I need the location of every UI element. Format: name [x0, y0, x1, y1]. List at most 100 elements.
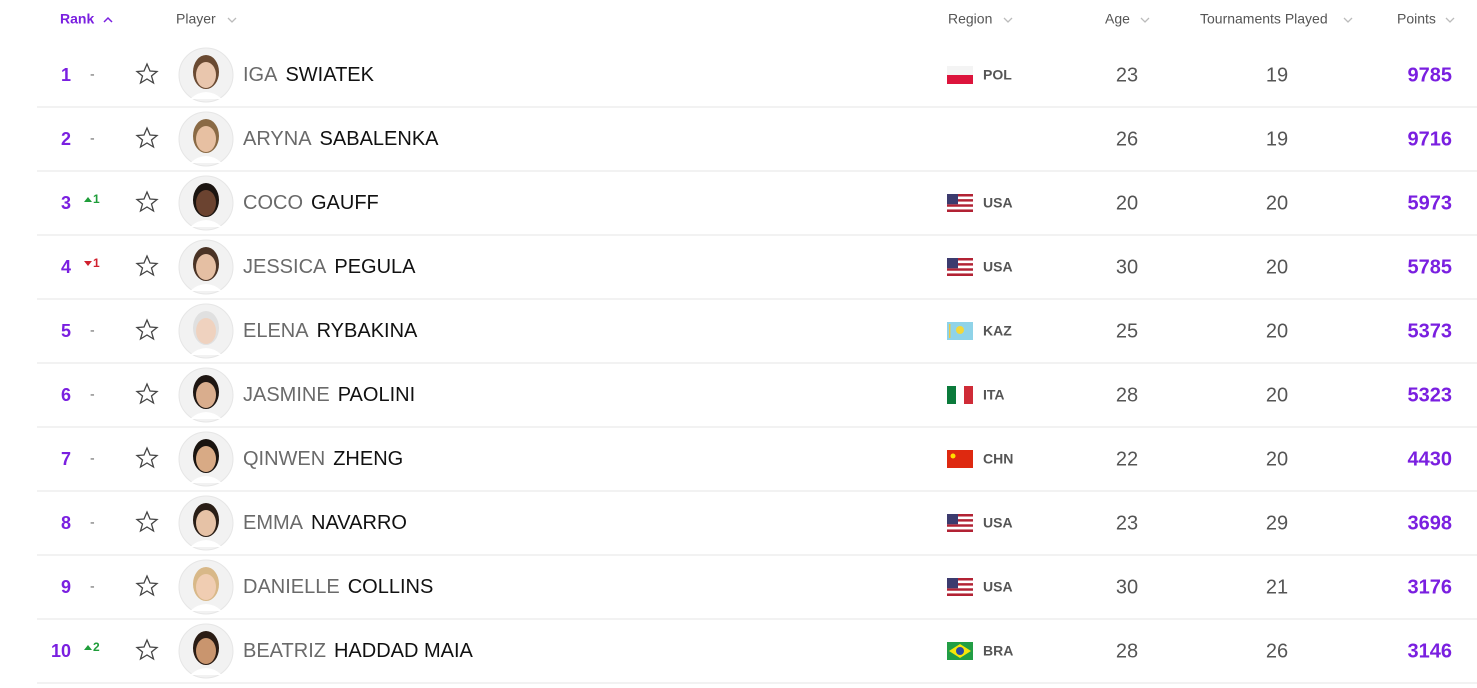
trend-icon: [84, 261, 92, 266]
rank: 9: [61, 577, 71, 597]
player-row: 4 1 JESSICA PEGULA USA 30 20 5785: [37, 239, 1477, 300]
player-row: 5 - ELENA RYBAKINA KAZ 25 20 5373: [37, 303, 1477, 364]
favorite-star[interactable]: [135, 574, 159, 597]
favorite-star[interactable]: [135, 318, 159, 341]
flag-part: [947, 450, 973, 468]
tournaments: 19: [1266, 128, 1288, 150]
rank-change: -: [90, 450, 95, 466]
first-name: EMMA: [243, 512, 304, 534]
age: 22: [1116, 448, 1138, 470]
avatar: [178, 431, 234, 487]
favorite-star[interactable]: [135, 62, 159, 85]
avatar: [178, 175, 234, 231]
player-row: 3 1 COCO GAUFF USA 20 20 5973: [37, 175, 1477, 236]
points: 9785: [1408, 64, 1453, 86]
header-points[interactable]: Points: [1397, 11, 1455, 27]
avatar: [178, 495, 234, 551]
avatar-shoulders: [190, 92, 222, 99]
header-tournaments[interactable]: Tournaments Played: [1200, 11, 1353, 27]
sort-icon: [227, 17, 237, 23]
age: 30: [1116, 256, 1138, 278]
rank: 6: [61, 385, 71, 405]
player-name: ELENA RYBAKINA: [243, 320, 418, 342]
first-name: COCO: [243, 192, 303, 214]
first-name: IGA: [243, 64, 278, 86]
flag-part: [947, 580, 973, 584]
player-row: 1 - IGA SWIATEK POL 23 19 9785: [37, 47, 1477, 108]
favorite-star[interactable]: [135, 382, 159, 405]
flag-part: [947, 260, 973, 264]
favorite-star[interactable]: [135, 446, 159, 469]
first-name: JESSICA: [243, 256, 327, 278]
player-name: BEATRIZ HADDAD MAIA: [243, 640, 474, 662]
first-name: JASMINE: [243, 384, 330, 406]
avatar-face: [196, 446, 216, 472]
points: 9716: [1408, 128, 1453, 150]
avatar: [178, 623, 234, 679]
avatar-face: [196, 254, 216, 280]
tournaments: 20: [1266, 384, 1288, 406]
favorite-star[interactable]: [135, 254, 159, 277]
rank: 8: [61, 513, 71, 533]
flag-part: [947, 521, 973, 525]
rank: 7: [61, 449, 71, 469]
tournaments: 19: [1266, 64, 1288, 86]
avatar-face: [196, 190, 216, 216]
age: 26: [1116, 128, 1138, 150]
sort-icon: [1343, 17, 1353, 23]
rank-change: -: [90, 578, 95, 594]
tournaments: 26: [1266, 640, 1288, 662]
favorite-star[interactable]: [135, 638, 159, 661]
points: 3176: [1408, 576, 1453, 598]
flag-part: [947, 196, 973, 200]
header-label: Rank: [60, 11, 94, 27]
header-region[interactable]: Region: [948, 11, 1013, 27]
age: 30: [1116, 576, 1138, 598]
header-rank[interactable]: Rank: [60, 11, 113, 27]
rank-change: -: [90, 514, 95, 530]
player-name: DANIELLE COLLINS: [243, 576, 433, 598]
flag-part: [947, 514, 958, 525]
player-row: 2 - ARYNA SABALENKA 26 19 9716: [37, 111, 1477, 172]
avatar-face: [196, 382, 216, 408]
header-label: Player: [176, 11, 216, 27]
avatar: [178, 47, 234, 103]
first-name: BEATRIZ: [243, 640, 326, 662]
favorite-star[interactable]: [135, 126, 159, 149]
tournaments: 20: [1266, 448, 1288, 470]
points: 5323: [1408, 384, 1453, 406]
favorite-star[interactable]: [135, 190, 159, 213]
region: POL: [983, 67, 1012, 83]
age: 28: [1116, 640, 1138, 662]
header-player[interactable]: Player: [176, 11, 237, 27]
flag-part: [947, 516, 973, 520]
flag-part: [947, 578, 958, 589]
flag-part: [947, 201, 973, 205]
last-name: PEGULA: [334, 256, 416, 278]
header-label: Points: [1397, 11, 1436, 27]
flag: [947, 258, 973, 276]
rank-change: -: [90, 130, 95, 146]
sort-icon: [1445, 17, 1455, 23]
flag-part: [947, 258, 958, 269]
last-name: SWIATEK: [285, 64, 374, 86]
favorite-star[interactable]: [135, 510, 159, 533]
header-label: Age: [1105, 11, 1130, 27]
first-name: ELENA: [243, 320, 309, 342]
rank: 3: [61, 193, 71, 213]
flag-part: [947, 583, 973, 586]
last-name: PAOLINI: [338, 384, 415, 406]
player-row: 6 - JASMINE PAOLINI ITA 28 20 5323: [37, 367, 1477, 428]
flag-part: [947, 585, 973, 589]
flag-part: [947, 66, 973, 75]
header-age[interactable]: Age: [1105, 11, 1150, 27]
last-name: RYBAKINA: [317, 320, 418, 342]
region: USA: [983, 515, 1013, 531]
flag-part: [947, 204, 973, 207]
points: 3146: [1408, 640, 1453, 662]
flag-part: [950, 453, 956, 459]
tournaments: 29: [1266, 512, 1288, 534]
sort-icon: [1140, 17, 1150, 23]
region: USA: [983, 195, 1013, 211]
